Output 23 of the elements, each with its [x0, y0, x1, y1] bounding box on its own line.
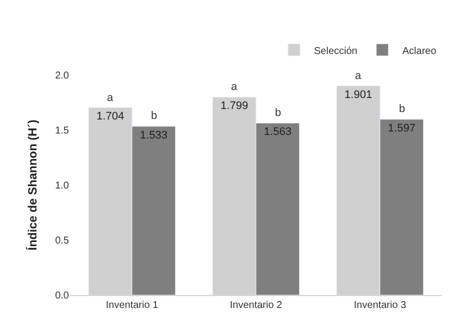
y-axis-title: Índice de Shannon (H´): [25, 120, 40, 250]
annotation: a: [355, 70, 362, 82]
annotation: a: [107, 92, 114, 104]
annotation: b: [399, 103, 406, 115]
legend-label: Aclareo: [402, 46, 437, 57]
x-tick-label: Inventario 3: [354, 300, 407, 311]
data-label: 1.533: [140, 129, 168, 142]
data-label: 1.704: [96, 110, 124, 123]
annotation: a: [231, 81, 238, 93]
legend-label: Selección: [314, 46, 358, 57]
x-tick-label: Inventario 1: [106, 300, 159, 311]
data-label: 1.597: [388, 122, 416, 134]
data-label: 1.563: [264, 126, 292, 138]
annotation: b: [275, 107, 282, 119]
annotation: b: [151, 110, 158, 122]
x-tick-label: Inventario 2: [230, 300, 283, 311]
data-label: 1.799: [220, 100, 248, 112]
y-tick-label: 1.0: [55, 180, 70, 192]
y-tick-label: 0.0: [55, 290, 70, 302]
data-label: 1.901: [344, 88, 372, 101]
y-tick-label: 1.5: [55, 126, 70, 136]
y-tick-label: 0.5: [55, 236, 70, 246]
y-tick-label: 2.0: [55, 70, 70, 82]
